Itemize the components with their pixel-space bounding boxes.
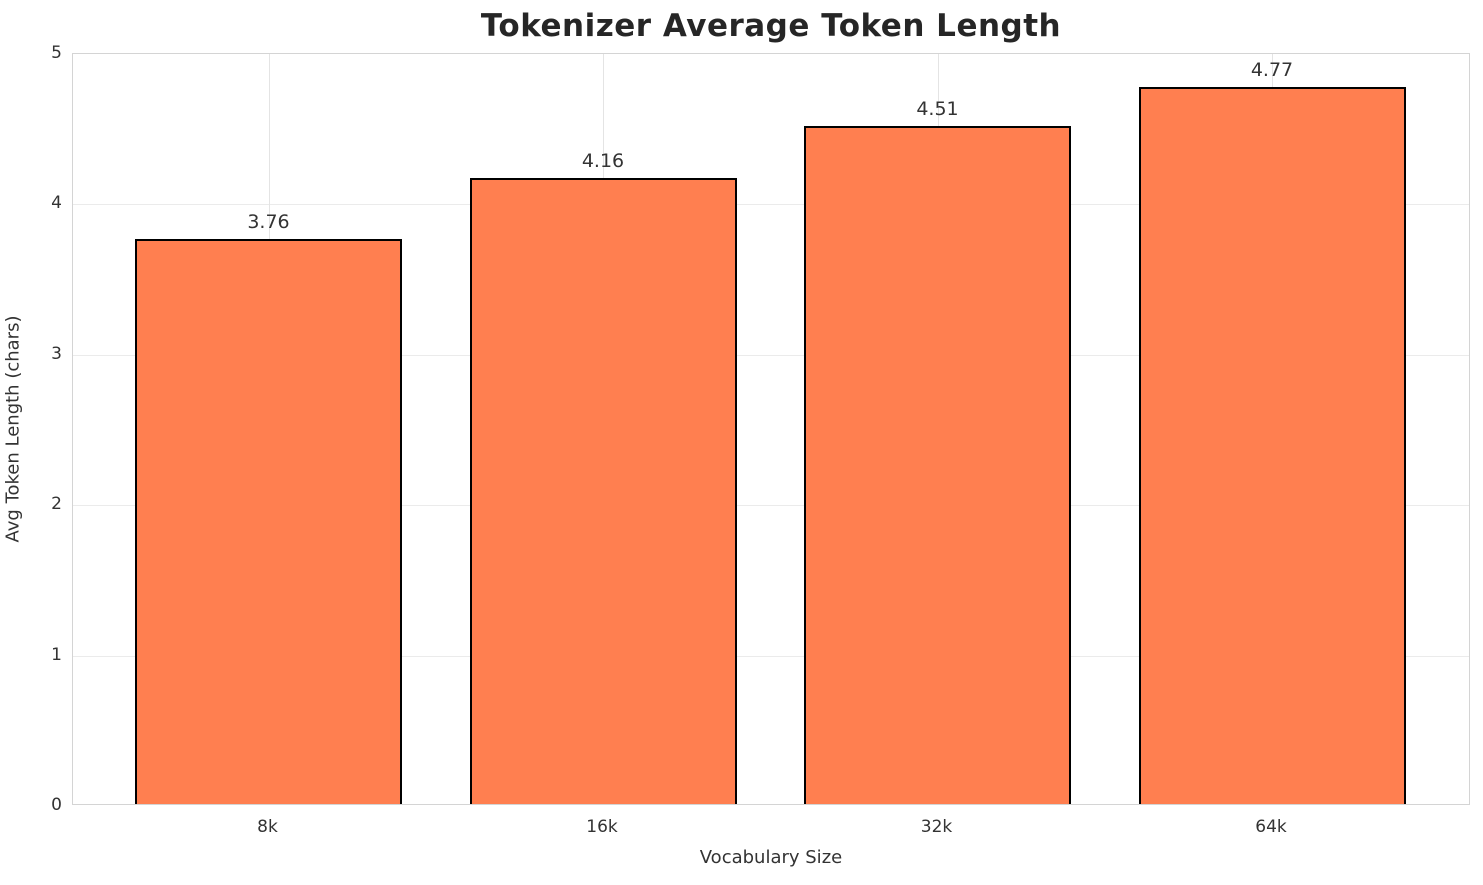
horizontal-gridline (73, 655, 1469, 657)
bar-16k (469, 178, 737, 804)
y-axis-label: Avg Token Length (chars) (2, 315, 24, 543)
bar-32k (804, 125, 1071, 804)
bar-value-label: 4.51 (916, 97, 959, 120)
horizontal-gridline (73, 505, 1469, 507)
y-tick-label-1: 1 (51, 644, 62, 665)
y-tick-label-2: 2 (51, 494, 62, 515)
bar-value-label: 4.77 (1250, 58, 1294, 81)
bar-64k (1138, 86, 1406, 804)
bar-8k (135, 238, 402, 804)
bar-value-label: 3.76 (247, 210, 290, 233)
y-tick-label-5: 5 (51, 43, 62, 63)
horizontal-gridline (73, 354, 1469, 356)
plot-area: 3.76 4.16 4.51 4.77 (72, 53, 1470, 805)
bar-value-label: 4.16 (581, 150, 625, 173)
y-tick-label-3: 3 (51, 343, 62, 364)
chart-title: Tokenizer Average Token Length (480, 8, 1062, 44)
x-tick-label-64k: 64k (1255, 817, 1287, 837)
y-tick-label-0: 0 (51, 795, 62, 815)
x-axis-label: Vocabulary Size (699, 847, 843, 868)
horizontal-gridline (73, 204, 1469, 206)
x-tick-label-32k: 32k (920, 817, 953, 837)
x-tick-label-16k: 16k (586, 817, 618, 837)
y-tick-label-4: 4 (51, 193, 62, 214)
x-tick-label-8k: 8k (257, 817, 278, 837)
